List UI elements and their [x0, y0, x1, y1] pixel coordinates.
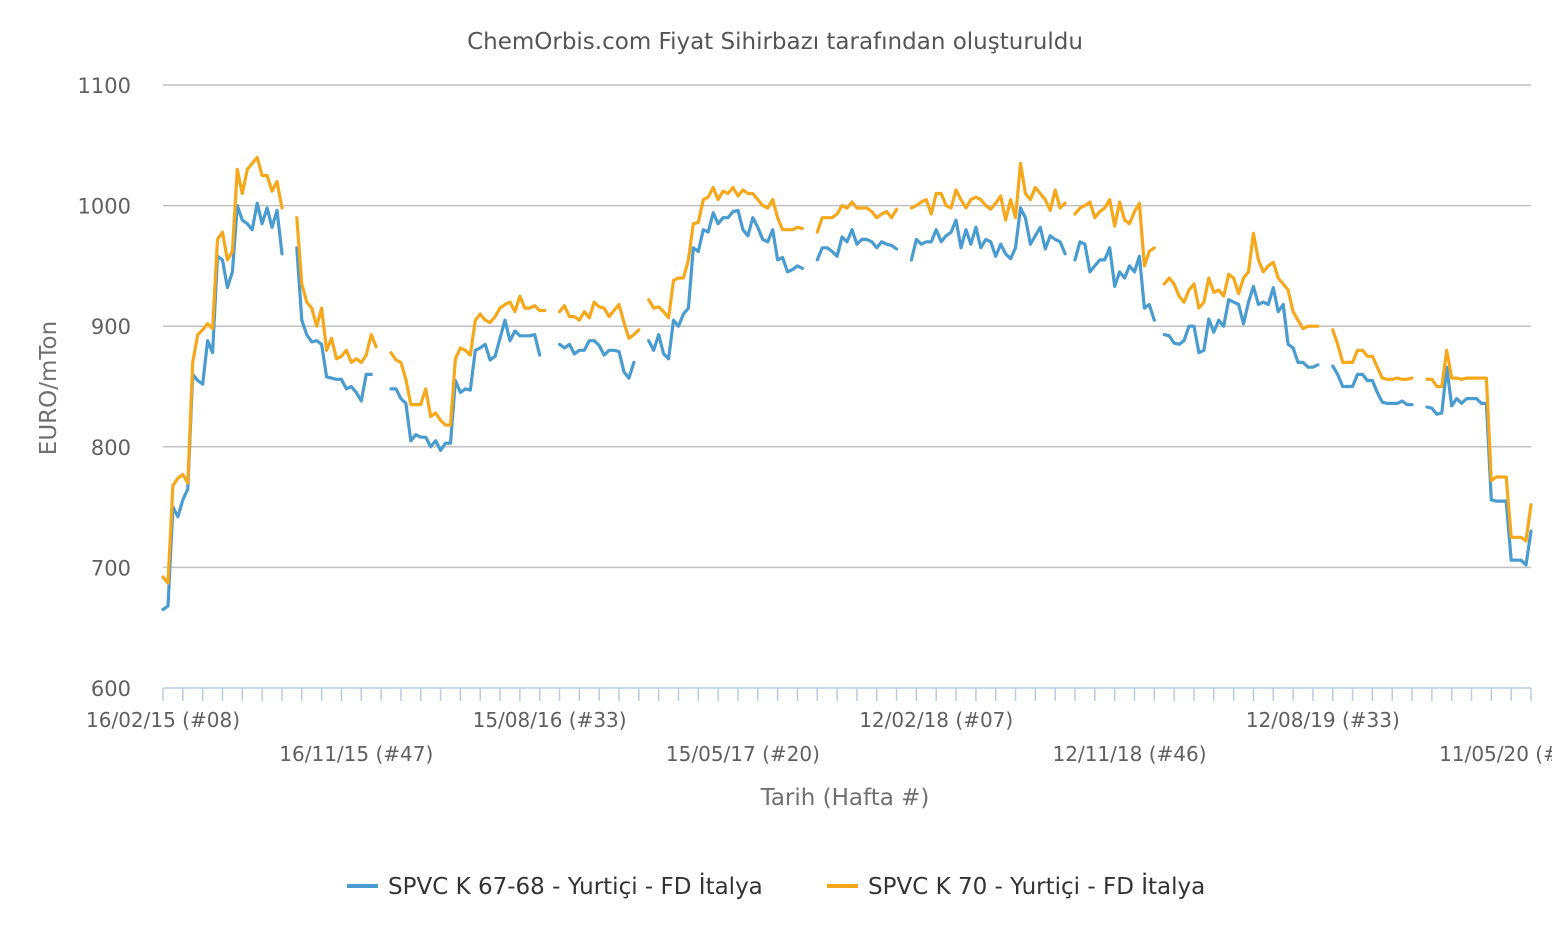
x-tick-label: 12/11/18 (#46)	[1053, 742, 1207, 766]
series-line-segment	[161, 201, 284, 612]
legend-label: SPVC K 67-68 - Yurtiçi - FD İtalya	[388, 872, 763, 900]
y-tick-label: 800	[91, 436, 131, 460]
x-tick-label: 16/02/15 (#08)	[86, 708, 240, 732]
series-line-segment	[1331, 328, 1414, 381]
series-line-segment	[815, 228, 899, 262]
series-line-segment	[557, 339, 636, 380]
series-lines	[161, 155, 1533, 612]
series-line-segment	[389, 318, 542, 452]
legend-item-spvc-k-67-68[interactable]: SPVC K 67-68 - Yurtiçi - FD İtalya	[347, 872, 763, 900]
y-axis-label: EURO/mTon	[36, 321, 62, 455]
series-line-segment	[295, 216, 378, 364]
series-line-segment	[295, 246, 373, 403]
x-tick-label: 12/08/19 (#33)	[1246, 708, 1400, 732]
legend-item-spvc-k-70[interactable]: SPVC K 70 - Yurtiçi - FD İtalya	[827, 872, 1205, 900]
series-line-segment	[1425, 365, 1533, 567]
chart-title: ChemOrbis.com Fiyat Sihirbazı tarafından…	[467, 29, 1083, 55]
series-line-segment	[557, 300, 641, 340]
series-line-segment	[909, 161, 1067, 222]
y-axis-ticks: 600 700 800 900 1000 1100	[78, 74, 131, 701]
series-line-segment	[1162, 284, 1320, 369]
legend: SPVC K 67-68 - Yurtiçi - FD İtalya SPVC …	[347, 872, 1205, 900]
x-tick-label: 12/02/18 (#07)	[859, 708, 1013, 732]
series-line-segment	[1162, 231, 1320, 331]
series-line-segment	[389, 294, 547, 427]
series-line-segment	[161, 155, 284, 585]
y-tick-label: 600	[91, 677, 131, 701]
series-line-segment	[1331, 364, 1414, 407]
y-tick-label: 900	[91, 315, 131, 339]
series-line-segment	[909, 206, 1067, 262]
x-axis: 16/02/15 (#08) 16/11/15 (#47) 15/08/16 (#3…	[86, 687, 1552, 766]
legend-label: SPVC K 70 - Yurtiçi - FD İtalya	[868, 872, 1205, 900]
series-line-segment	[1425, 348, 1533, 543]
series-spvc-k-67-68	[161, 201, 1533, 612]
series-line-segment	[815, 200, 899, 234]
x-axis-label: Tarih (Hafta #)	[760, 785, 930, 811]
x-tick-label: 15/08/16 (#33)	[473, 708, 627, 732]
x-tick-label: 11/05/20 (#19)	[1439, 742, 1552, 766]
y-tick-label: 700	[91, 556, 131, 580]
y-tick-label: 1000	[78, 195, 131, 219]
series-line-segment	[1073, 240, 1156, 322]
series-line-segment	[1073, 198, 1156, 268]
gridlines	[163, 84, 1531, 569]
series-spvc-k-70	[161, 155, 1533, 585]
x-tick-label: 16/11/15 (#47)	[279, 742, 433, 766]
y-tick-label: 1100	[78, 74, 131, 98]
series-line-segment	[647, 185, 805, 320]
series-line-segment	[647, 208, 805, 361]
x-tick-label: 15/05/17 (#20)	[666, 742, 820, 766]
